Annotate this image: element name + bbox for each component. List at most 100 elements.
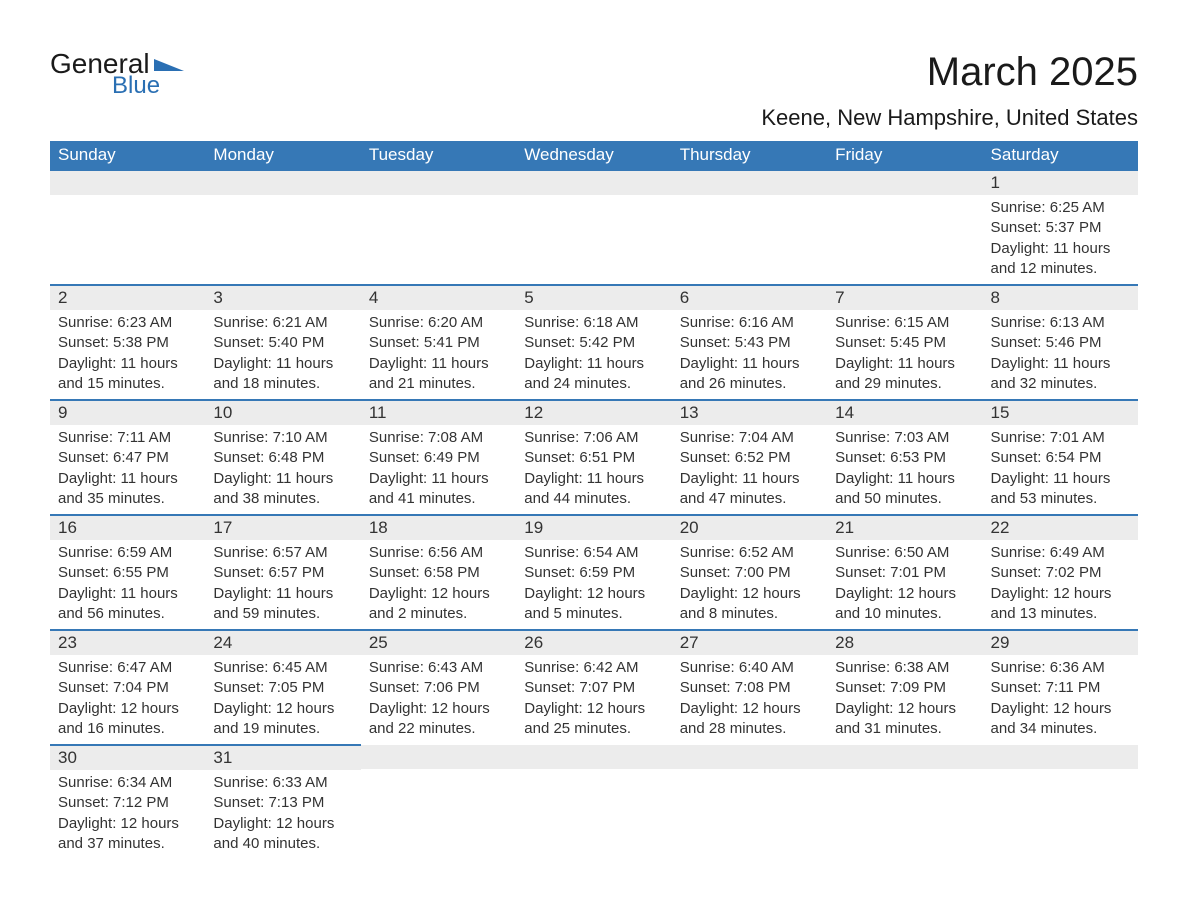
daylight-line: Daylight: 11 hours and 24 minutes.: [524, 354, 663, 395]
day-body: Sunrise: 7:03 AMSunset: 6:53 PMDaylight:…: [827, 425, 982, 514]
sunset-line: Sunset: 7:02 PM: [991, 563, 1130, 583]
sunrise-value: 6:34 AM: [117, 774, 172, 791]
calendar-body: 1Sunrise: 6:25 AMSunset: 5:37 PMDaylight…: [50, 170, 1138, 859]
sunset-line: Sunset: 6:58 PM: [369, 563, 508, 583]
daylight-line: Daylight: 11 hours and 32 minutes.: [991, 354, 1130, 395]
sunset-value: 6:55 PM: [113, 564, 169, 581]
sunset-value: 7:02 PM: [1046, 564, 1102, 581]
sunset-line: Sunset: 5:38 PM: [58, 333, 197, 353]
daylight-label: Daylight:: [369, 355, 432, 372]
sunset-line: Sunset: 6:49 PM: [369, 448, 508, 468]
daylight-label: Daylight:: [58, 355, 121, 372]
calendar-week: 23Sunrise: 6:47 AMSunset: 7:04 PMDayligh…: [50, 630, 1138, 745]
empty-day-number: [50, 171, 205, 195]
daylight-line: Daylight: 12 hours and 10 minutes.: [835, 584, 974, 625]
daylight-line: Daylight: 12 hours and 22 minutes.: [369, 699, 508, 740]
sunrise-line: Sunrise: 6:49 AM: [991, 543, 1130, 563]
sunset-value: 7:11 PM: [1046, 679, 1101, 696]
sunrise-label: Sunrise:: [369, 314, 428, 331]
sunrise-line: Sunrise: 7:08 AM: [369, 428, 508, 448]
sunrise-line: Sunrise: 7:11 AM: [58, 428, 197, 448]
daylight-label: Daylight:: [213, 585, 276, 602]
sunrise-line: Sunrise: 7:01 AM: [991, 428, 1130, 448]
sunset-label: Sunset:: [524, 334, 579, 351]
daylight-label: Daylight:: [991, 240, 1054, 257]
sunrise-label: Sunrise:: [524, 429, 583, 446]
daylight-line: Daylight: 11 hours and 44 minutes.: [524, 469, 663, 510]
sunset-value: 7:12 PM: [113, 794, 169, 811]
calendar-cell: 9Sunrise: 7:11 AMSunset: 6:47 PMDaylight…: [50, 400, 205, 515]
calendar-cell: [205, 170, 360, 285]
empty-day-body: [827, 769, 982, 829]
sunset-label: Sunset:: [835, 334, 890, 351]
day-number: 22: [983, 516, 1138, 540]
header: General Blue March 2025 Keene, New Hamps…: [50, 50, 1138, 131]
empty-day-body: [983, 769, 1138, 829]
day-number: 24: [205, 631, 360, 655]
weekday-header: Sunday: [50, 141, 205, 170]
day-body: Sunrise: 6:38 AMSunset: 7:09 PMDaylight:…: [827, 655, 982, 744]
sunset-label: Sunset:: [369, 334, 424, 351]
empty-day-number: [827, 745, 982, 769]
day-number: 19: [516, 516, 671, 540]
weekday-header: Saturday: [983, 141, 1138, 170]
sunrise-line: Sunrise: 6:18 AM: [524, 313, 663, 333]
empty-day-number: [516, 745, 671, 769]
empty-day-body: [827, 195, 982, 255]
daylight-label: Daylight:: [58, 815, 121, 832]
sunset-line: Sunset: 5:45 PM: [835, 333, 974, 353]
day-number: 27: [672, 631, 827, 655]
day-body: Sunrise: 7:01 AMSunset: 6:54 PMDaylight:…: [983, 425, 1138, 514]
day-body: Sunrise: 6:23 AMSunset: 5:38 PMDaylight:…: [50, 310, 205, 399]
sunrise-value: 6:43 AM: [428, 659, 483, 676]
sunrise-label: Sunrise:: [58, 429, 117, 446]
sunset-label: Sunset:: [213, 794, 268, 811]
daylight-line: Daylight: 12 hours and 40 minutes.: [213, 814, 352, 855]
day-number: 28: [827, 631, 982, 655]
weekday-header: Friday: [827, 141, 982, 170]
calendar-cell: 20Sunrise: 6:52 AMSunset: 7:00 PMDayligh…: [672, 515, 827, 630]
sunset-line: Sunset: 5:40 PM: [213, 333, 352, 353]
sunrise-value: 6:13 AM: [1050, 314, 1105, 331]
sunrise-value: 6:18 AM: [583, 314, 638, 331]
daylight-line: Daylight: 11 hours and 56 minutes.: [58, 584, 197, 625]
weekday-row: SundayMondayTuesdayWednesdayThursdayFrid…: [50, 141, 1138, 170]
sunset-label: Sunset:: [991, 334, 1046, 351]
sunset-line: Sunset: 7:09 PM: [835, 678, 974, 698]
daylight-line: Daylight: 12 hours and 37 minutes.: [58, 814, 197, 855]
day-number: 6: [672, 286, 827, 310]
calendar-week: 2Sunrise: 6:23 AMSunset: 5:38 PMDaylight…: [50, 285, 1138, 400]
sunset-line: Sunset: 6:55 PM: [58, 563, 197, 583]
empty-day-number: [516, 171, 671, 195]
sunrise-label: Sunrise:: [835, 314, 894, 331]
sunset-label: Sunset:: [680, 679, 735, 696]
calendar-cell: 30Sunrise: 6:34 AMSunset: 7:12 PMDayligh…: [50, 745, 205, 859]
sunset-label: Sunset:: [835, 449, 890, 466]
sunset-line: Sunset: 6:57 PM: [213, 563, 352, 583]
daylight-label: Daylight:: [680, 585, 743, 602]
calendar-table: SundayMondayTuesdayWednesdayThursdayFrid…: [50, 141, 1138, 859]
day-number: 8: [983, 286, 1138, 310]
weekday-header: Monday: [205, 141, 360, 170]
daylight-label: Daylight:: [58, 470, 121, 487]
sunrise-label: Sunrise:: [369, 544, 428, 561]
sunrise-label: Sunrise:: [58, 314, 117, 331]
sunset-line: Sunset: 5:41 PM: [369, 333, 508, 353]
sunrise-line: Sunrise: 6:16 AM: [680, 313, 819, 333]
sunrise-value: 6:57 AM: [273, 544, 328, 561]
calendar-cell: [361, 745, 516, 859]
day-body: Sunrise: 7:08 AMSunset: 6:49 PMDaylight:…: [361, 425, 516, 514]
sunrise-label: Sunrise:: [835, 544, 894, 561]
empty-day-body: [205, 195, 360, 255]
empty-day-body: [361, 195, 516, 255]
sunset-label: Sunset:: [213, 334, 268, 351]
daylight-label: Daylight:: [680, 700, 743, 717]
sunset-label: Sunset:: [58, 334, 113, 351]
day-number: 4: [361, 286, 516, 310]
sunrise-value: 6:25 AM: [1050, 199, 1105, 216]
calendar-cell: 12Sunrise: 7:06 AMSunset: 6:51 PMDayligh…: [516, 400, 671, 515]
sunrise-line: Sunrise: 7:10 AM: [213, 428, 352, 448]
daylight-line: Daylight: 11 hours and 41 minutes.: [369, 469, 508, 510]
sunrise-label: Sunrise:: [524, 659, 583, 676]
sunrise-value: 6:38 AM: [894, 659, 949, 676]
